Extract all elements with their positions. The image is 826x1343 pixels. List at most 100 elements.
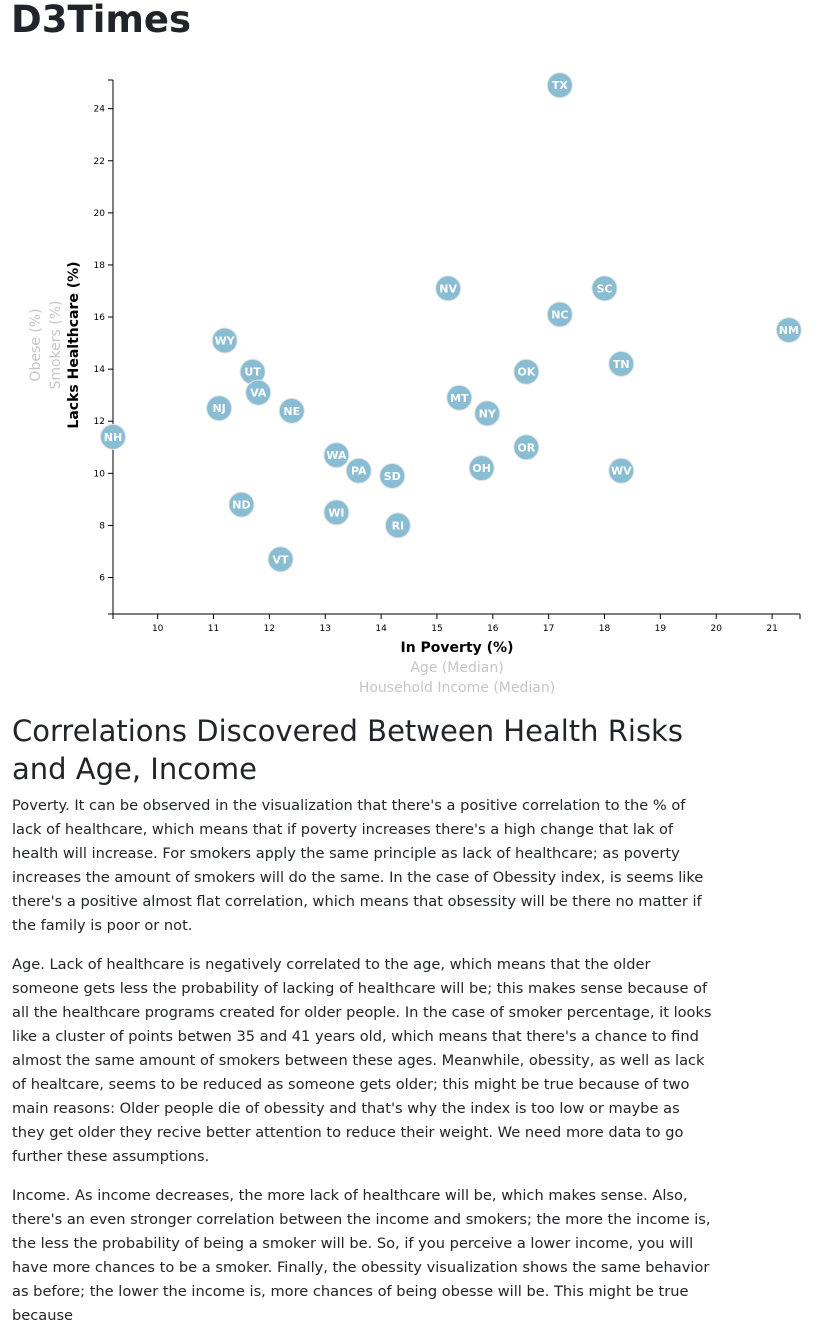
state-circle[interactable] (513, 434, 540, 461)
state-point-sd[interactable]: SD (379, 462, 406, 489)
state-point-sc[interactable]: SC (591, 275, 618, 302)
state-point-ne[interactable]: NE (278, 397, 305, 424)
state-circle[interactable] (513, 358, 540, 385)
state-circle[interactable] (608, 457, 635, 484)
analysis-paragraph-income: Income. As income decreases, the more la… (12, 1187, 711, 1324)
y-axis-title-1[interactable]: Smokers (%) (48, 300, 64, 389)
y-axis-title-0[interactable]: Lacks Healthcare (%) (66, 261, 82, 428)
state-circle[interactable] (468, 455, 495, 482)
state-circle[interactable] (206, 395, 233, 422)
state-point-ri[interactable]: RI (384, 512, 411, 539)
x-tick-label: 21 (766, 624, 777, 634)
state-point-ut[interactable]: UT (239, 358, 266, 385)
state-label: TX (552, 79, 569, 92)
y-tick-label: 18 (94, 261, 106, 271)
state-point-vt[interactable]: VT (267, 546, 294, 573)
state-circle[interactable] (345, 457, 372, 484)
state-label: SC (597, 282, 613, 295)
x-tick-label: 13 (320, 624, 331, 634)
state-label: OR (517, 441, 535, 454)
x-tick-label: 14 (375, 624, 387, 634)
y-tick-label: 16 (94, 313, 106, 323)
state-circle[interactable] (323, 499, 350, 526)
x-tick-label: 11 (208, 624, 219, 634)
state-label: PA (351, 465, 367, 478)
state-circle[interactable] (474, 400, 501, 427)
state-circle[interactable] (435, 275, 462, 302)
state-circle[interactable] (775, 317, 802, 344)
state-label: WI (328, 506, 344, 519)
y-tick-label: 8 (99, 521, 105, 531)
x-axis-title-1[interactable]: Age (Median) (410, 660, 503, 676)
y-tick-label: 6 (99, 574, 105, 584)
state-circle[interactable] (323, 442, 350, 469)
state-circle[interactable] (100, 423, 126, 450)
x-axis: 10 11 12 13 14 15 16 17 18 19 20 21 (112, 613, 801, 634)
state-point-tx[interactable]: TX (546, 72, 573, 99)
state-point-nc[interactable]: NC (546, 301, 573, 328)
state-circle[interactable] (245, 379, 272, 406)
state-label: NM (779, 324, 799, 337)
y-axis-titles: Lacks Healthcare (%)Smokers (%)Obese (%) (28, 261, 82, 428)
x-axis-title-0[interactable]: In Poverty (%) (401, 640, 514, 656)
data-points: TX NV SC NC NM WY TN UT OK VA MT NJ NE NY NH OR WA OH PA WV… (100, 72, 802, 573)
state-circle[interactable] (546, 301, 573, 328)
x-tick-label: 20 (710, 624, 722, 634)
state-label: UT (244, 366, 261, 379)
state-label: NV (439, 282, 457, 295)
state-point-nm[interactable]: NM (775, 317, 802, 344)
state-circle[interactable] (211, 327, 238, 354)
y-axis-title-2[interactable]: Obese (%) (28, 308, 44, 381)
x-tick-label: 16 (487, 624, 499, 634)
x-axis-title-2[interactable]: Household Income (Median) (359, 680, 555, 696)
state-label: OK (517, 366, 535, 379)
y-tick-label: 14 (94, 365, 106, 375)
state-label: WV (611, 465, 632, 478)
state-point-wi[interactable]: WI (323, 499, 350, 526)
state-point-nv[interactable]: NV (435, 275, 462, 302)
state-circle[interactable] (608, 350, 635, 377)
state-label: VT (273, 553, 290, 566)
x-tick-label: 18 (599, 624, 611, 634)
x-axis-titles: In Poverty (%) Age (Median) Household Inco… (359, 640, 555, 696)
x-tick-label: 12 (264, 624, 275, 634)
y-tick-label: 20 (94, 209, 106, 219)
state-point-wa[interactable]: WA (323, 442, 350, 469)
analysis-section: Correlations Discovered Between Health R… (12, 712, 712, 1343)
state-point-mt[interactable]: MT (446, 384, 473, 411)
state-label: NC (551, 308, 568, 321)
state-circle[interactable] (546, 72, 573, 99)
y-tick-label: 24 (94, 105, 106, 115)
state-label: NH (104, 431, 122, 444)
y-tick-label: 22 (94, 157, 105, 167)
state-label: NJ (212, 402, 225, 415)
state-circle[interactable] (591, 275, 618, 302)
x-tick-label: 17 (543, 624, 554, 634)
state-label: NE (283, 405, 300, 418)
x-tick-label: 10 (152, 624, 164, 634)
state-point-or[interactable]: OR (513, 434, 540, 461)
site-title: D3Times (11, 0, 192, 41)
state-point-nd[interactable]: ND (228, 491, 255, 518)
state-point-nj[interactable]: NJ (206, 395, 233, 422)
analysis-heading: Correlations Discovered Between Health R… (12, 714, 683, 786)
state-circle[interactable] (384, 512, 411, 539)
analysis-paragraph-poverty: Poverty. It can be observed in the visua… (12, 797, 704, 934)
state-point-wv[interactable]: WV (608, 457, 635, 484)
state-label: ND (232, 499, 250, 512)
state-label: WY (215, 334, 236, 347)
state-point-ny[interactable]: NY (474, 400, 501, 427)
state-point-tn[interactable]: TN (608, 350, 635, 377)
state-point-va[interactable]: VA (245, 379, 272, 406)
state-label: OH (472, 462, 491, 475)
state-point-wy[interactable]: WY (211, 327, 238, 354)
state-circle[interactable] (379, 462, 406, 489)
state-circle[interactable] (228, 491, 255, 518)
state-point-ok[interactable]: OK (513, 358, 540, 385)
state-point-nh[interactable]: NH (100, 423, 126, 450)
state-circle[interactable] (267, 546, 294, 573)
state-point-oh[interactable]: OH (468, 455, 495, 482)
state-point-pa[interactable]: PA (345, 457, 372, 484)
state-circle[interactable] (446, 384, 473, 411)
state-circle[interactable] (278, 397, 305, 424)
